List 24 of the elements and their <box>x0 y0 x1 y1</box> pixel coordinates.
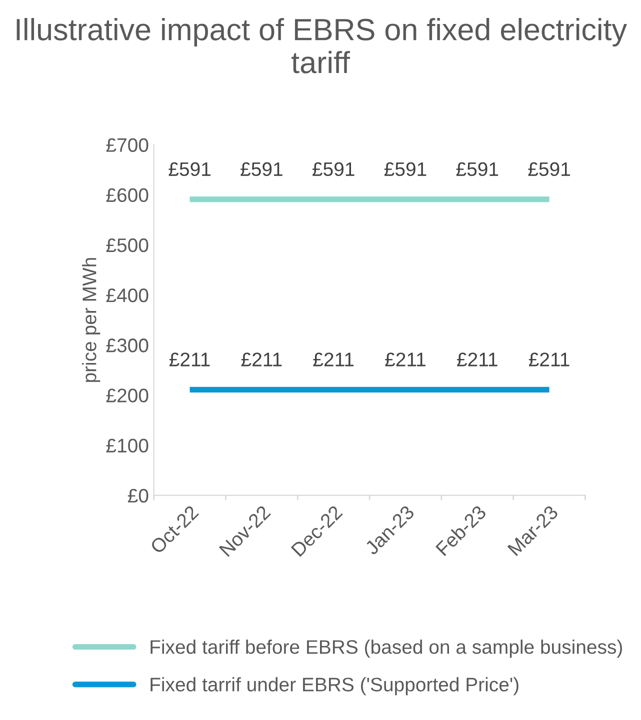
data-label: £591 <box>168 162 210 176</box>
data-label: £591 <box>528 162 570 176</box>
y-tick-label: £100 <box>106 438 148 453</box>
y-tick-label: £200 <box>106 388 148 402</box>
y-tick-label: £0 <box>128 488 148 503</box>
data-label: £591 <box>456 162 498 176</box>
data-label: £591 <box>384 162 426 176</box>
data-label: £211 <box>313 352 354 366</box>
data-label: £211 <box>241 352 282 366</box>
legend-label: Fixed tariff before EBRS (based on a sample business) <box>150 640 622 658</box>
y-tick-label: £600 <box>106 188 148 202</box>
data-label: £591 <box>312 162 354 176</box>
y-tick-label: £400 <box>106 288 148 302</box>
y-tick-label: £300 <box>106 338 148 352</box>
data-label: £211 <box>385 352 426 366</box>
data-label: £211 <box>528 352 570 366</box>
chart-title: Illustrative impact of EBRS on fixed electricity tariff <box>16 18 627 74</box>
y-tick-label: £700 <box>106 138 148 152</box>
y-axis-title: price per MWh <box>82 258 100 382</box>
y-tick-label: £500 <box>106 238 148 252</box>
data-label: £591 <box>240 162 282 176</box>
legend-label: Fixed tarrif under EBRS ('Supported Price') <box>150 677 518 696</box>
data-label: £211 <box>457 352 498 366</box>
data-label: £211 <box>169 352 210 366</box>
